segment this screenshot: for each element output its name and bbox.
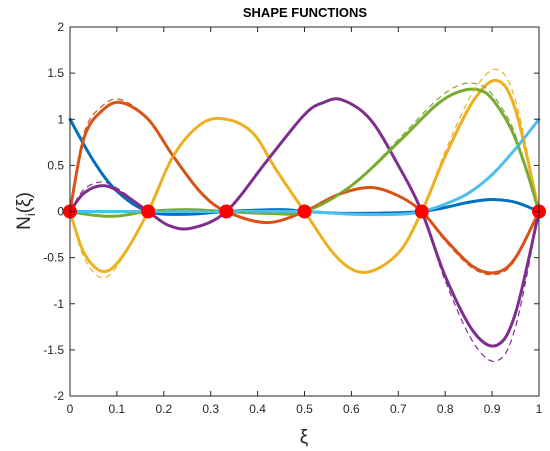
x-tick-label: 0.6: [343, 402, 360, 416]
shape-function-curve-6: [68, 117, 541, 217]
x-axis-label: ξ: [300, 427, 309, 448]
x-tick-label: 0.8: [437, 402, 454, 416]
shape-function-curve-3: [68, 78, 541, 274]
x-tick-label: 0.1: [109, 402, 126, 416]
x-tick-label: 0.3: [202, 402, 219, 416]
y-tick-label: -1.5: [43, 343, 64, 357]
y-tick-label: -2: [53, 389, 64, 403]
node-marker: [414, 204, 429, 219]
y-tick-label: -0.5: [43, 251, 64, 265]
node-marker: [219, 204, 234, 219]
shape-function-dashed-curve-2: [69, 68, 540, 279]
chart-title: SHAPE FUNCTIONS: [243, 5, 368, 20]
x-tick-label: 1: [536, 402, 543, 416]
x-tick-label: 0.7: [390, 402, 407, 416]
y-axis-label-suffix: (ξ): [14, 192, 35, 213]
y-tick-label: 0.5: [47, 158, 64, 172]
node-marker: [297, 204, 312, 219]
y-axis-ticks: -2 -1.5 -1 -0.5 0 0.5 1 1.5 2: [43, 20, 539, 403]
y-tick-label: 2: [57, 20, 64, 34]
node-marker: [141, 204, 156, 219]
shape-function-dashed-curve-4: [69, 82, 540, 217]
x-tick-label: 0.5: [296, 402, 313, 416]
x-axis-ticks: 0 0.1 0.2 0.3 0.4 0.5 0.6 0.7 0.8 0.9 1: [67, 27, 543, 416]
x-tick-label: 0.4: [249, 402, 266, 416]
y-axis-label-main: N: [14, 216, 35, 230]
x-tick-label: 0.9: [484, 402, 501, 416]
y-tick-label: 1: [57, 112, 64, 126]
y-tick-label: 0: [57, 205, 64, 219]
x-tick-label: 0.2: [155, 402, 172, 416]
x-tick-label: 0: [67, 402, 74, 416]
y-axis-label-subscript: i: [23, 213, 38, 216]
y-tick-label: 1.5: [47, 66, 64, 80]
y-axis-label: Ni(ξ): [14, 192, 38, 230]
shape-function-dashed-curve-3: [69, 98, 540, 363]
y-tick-label: -1: [53, 297, 64, 311]
